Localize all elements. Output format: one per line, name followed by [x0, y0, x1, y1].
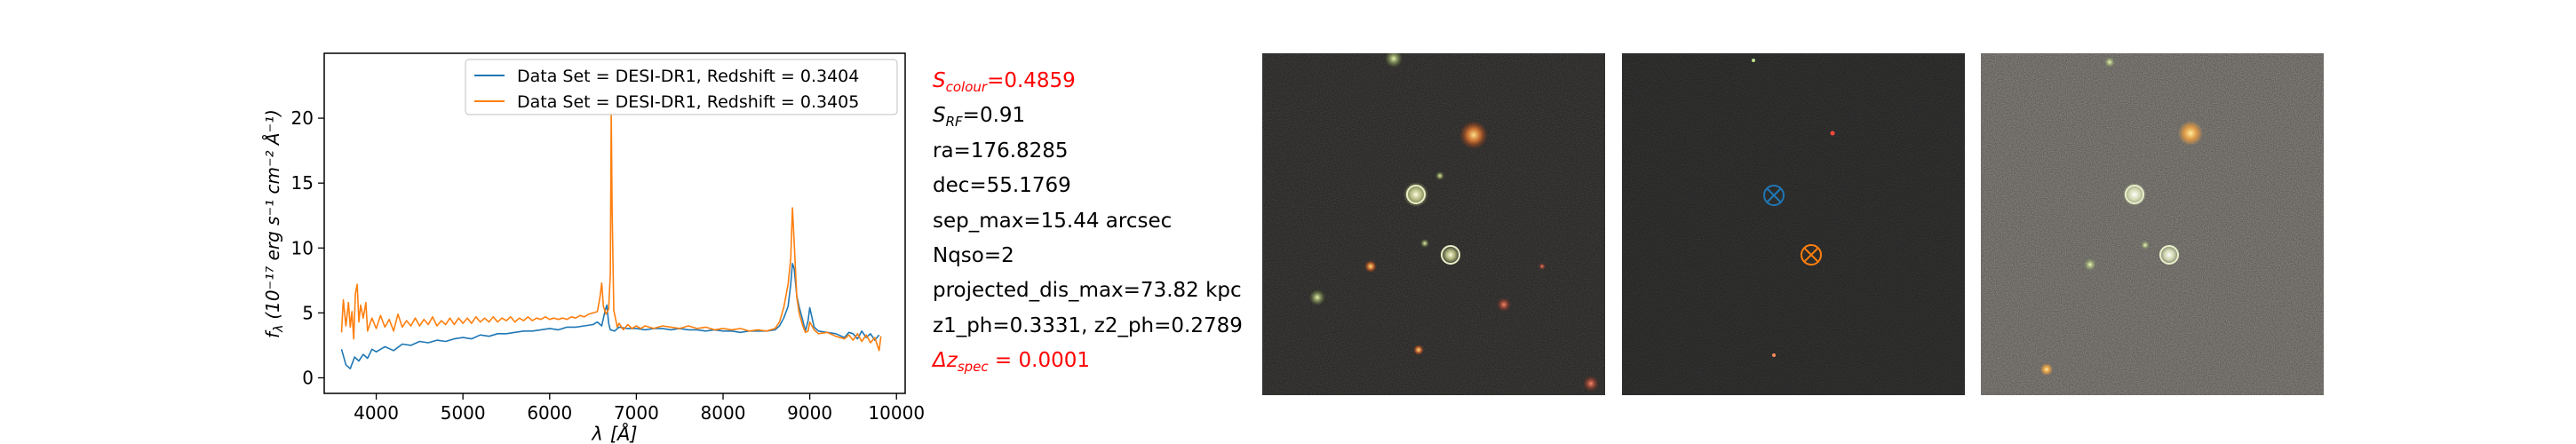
y-tick-label: 20 — [291, 107, 314, 129]
delta-z-spec-line: Δzspec = 0.0001 — [933, 349, 1090, 376]
series-lines — [340, 112, 882, 370]
sky-image-color — [1262, 53, 1605, 395]
s-rf-line: SRF=0.91 — [933, 104, 1026, 131]
x-tick-label: 6000 — [527, 402, 572, 424]
plot-frame — [323, 52, 906, 394]
source-marker-2 — [1801, 244, 1822, 266]
legend-label-series-1: Data Set = DESI-DR1, Redshift = 0.3404 — [517, 67, 859, 86]
y-axis-ticks: 0 5 10 15 20 — [291, 107, 324, 388]
x-tick-label: 9000 — [787, 402, 832, 424]
x-tick-label: 8000 — [701, 402, 746, 424]
sky-image-residual — [1622, 53, 1965, 395]
dec-line: dec=55.1769 — [933, 174, 1071, 198]
x-tick-label: 4000 — [354, 402, 399, 424]
legend: Data Set = DESI-DR1, Redshift = 0.3404 D… — [465, 59, 898, 115]
source-ring-1 — [1406, 185, 1426, 204]
y-axis-label: fλ(10⁻¹⁷ erg s⁻¹ cm⁻² Å⁻¹) — [262, 109, 286, 338]
ra-line: ra=176.8285 — [933, 139, 1069, 163]
spectrum-chart: 4000 5000 6000 7000 8000 9000 10000 0 5 10 15 20 λ… — [262, 52, 924, 444]
x-axis-label: λ [Å] — [591, 422, 637, 444]
legend-label-series-2: Data Set = DESI-DR1, Redshift = 0.3405 — [517, 92, 859, 112]
y-tick-label: 10 — [291, 237, 314, 258]
source-marker-1 — [1763, 185, 1785, 206]
x-tick-label: 10000 — [868, 402, 924, 424]
y-tick-label: 5 — [302, 302, 314, 323]
legend-box — [465, 59, 898, 115]
y-tick-label: 0 — [302, 367, 314, 388]
x-tick-label: 5000 — [441, 402, 486, 424]
source-ring-2 — [2159, 245, 2179, 265]
z-ph-line: z1_ph=0.3331, z2_ph=0.2789 — [933, 313, 1243, 337]
y-tick-label: 15 — [291, 172, 314, 194]
source-ring-1 — [2125, 185, 2144, 204]
s-colour-line: Scolour=0.4859 — [933, 69, 1076, 95]
sky-image-enhanced — [1981, 53, 2324, 395]
nqso-line: Nqso=2 — [933, 243, 1014, 267]
x-axis-ticks: 4000 5000 6000 7000 8000 9000 10000 — [354, 393, 924, 424]
x-tick-label: 7000 — [614, 402, 659, 424]
source-ring-2 — [1441, 245, 1460, 265]
info-panel: Scolour=0.4859 SRF=0.91 ra=176.8285 dec=… — [933, 64, 1243, 379]
series-line-2 — [340, 112, 882, 352]
sep-max-line: sep_max=15.44 arcsec — [933, 209, 1173, 233]
projected-dis-max-line: projected_dis_max=73.82 kpc — [933, 279, 1242, 303]
